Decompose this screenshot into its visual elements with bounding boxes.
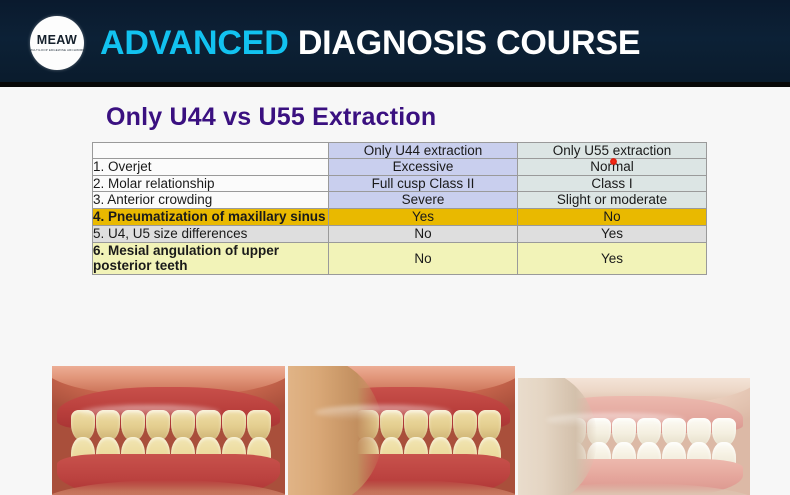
row-label: 2. Molar relationship — [92, 174, 329, 193]
header-cell-u55: Only U55 extraction — [517, 142, 707, 159]
photo-gloss — [79, 404, 220, 421]
table-header-row: Only U44 extraction Only U55 extraction — [92, 142, 707, 159]
photo-gloss — [315, 404, 452, 421]
row-label: 5. U4, U5 size differences — [92, 224, 329, 243]
lower-lip — [518, 483, 750, 495]
row-label: 6. Mesial angulation of upper posterior … — [92, 241, 329, 276]
row-value-u44: Excessive — [328, 158, 518, 176]
row-value-u44: Full cusp Class II — [328, 174, 518, 193]
photo-canvas — [52, 366, 285, 495]
top-banner: MEAW MULTILOOP EDGEWISE ARCHWIRE ADVANCE… — [0, 0, 790, 86]
row-label: 3. Anterior crowding — [92, 191, 329, 209]
intraoral-photo-3 — [518, 378, 750, 495]
row-label: 4. Pneumatization of maxillary sinus — [92, 207, 329, 226]
slide-title: Only U44 vs U55 Extraction — [106, 103, 437, 131]
banner-bottom-edge — [0, 82, 790, 87]
row-value-u55: Class I — [517, 174, 707, 193]
table-row: 2. Molar relationship Full cusp Class II… — [92, 174, 707, 193]
row-value-u55: Yes — [517, 224, 707, 243]
row-value-u55: Yes — [517, 241, 707, 276]
logo-subtitle: MULTILOOP EDGEWISE ARCHWIRE — [29, 48, 85, 52]
intraoral-photo-1 — [52, 366, 285, 495]
cheek-retractor — [288, 366, 384, 495]
row-value-u44: No — [328, 224, 518, 243]
banner-title: ADVANCED DIAGNOSIS COURSE — [100, 23, 641, 63]
banner-title-accent: ADVANCED — [100, 23, 289, 62]
logo-text: MEAW — [36, 33, 78, 48]
photo-canvas — [518, 378, 750, 495]
header-cell-u44: Only U44 extraction — [328, 142, 518, 159]
lower-lip — [52, 479, 285, 495]
row-value-u44: Yes — [328, 207, 518, 226]
photo-canvas — [288, 366, 515, 495]
header-cell-blank — [92, 142, 329, 159]
upper-teeth-row — [70, 409, 271, 441]
cheek-retractor — [518, 378, 597, 495]
meaw-logo: MEAW MULTILOOP EDGEWISE ARCHWIRE — [29, 16, 85, 70]
banner-title-plain: DIAGNOSIS COURSE — [297, 23, 641, 62]
laser-pointer-dot — [610, 158, 617, 165]
intraoral-photo-2 — [288, 366, 515, 495]
row-label: 1. Overjet — [92, 158, 329, 176]
table-row: 5. U4, U5 size differences No Yes — [92, 224, 707, 243]
table-row-highlighted: 4. Pneumatization of maxillary sinus Yes… — [92, 207, 707, 226]
row-value-u55: No — [517, 207, 707, 226]
table-row: 3. Anterior crowding Severe Slight or mo… — [92, 191, 707, 209]
row-value-u55: Slight or moderate — [517, 191, 707, 209]
row-value-u44: No — [328, 241, 518, 276]
row-value-u44: Severe — [328, 191, 518, 209]
table-row-highlighted: 6. Mesial angulation of upper posterior … — [92, 241, 707, 276]
comparison-table: Only U44 extraction Only U55 extraction … — [92, 142, 707, 276]
photo-gloss — [545, 413, 686, 428]
